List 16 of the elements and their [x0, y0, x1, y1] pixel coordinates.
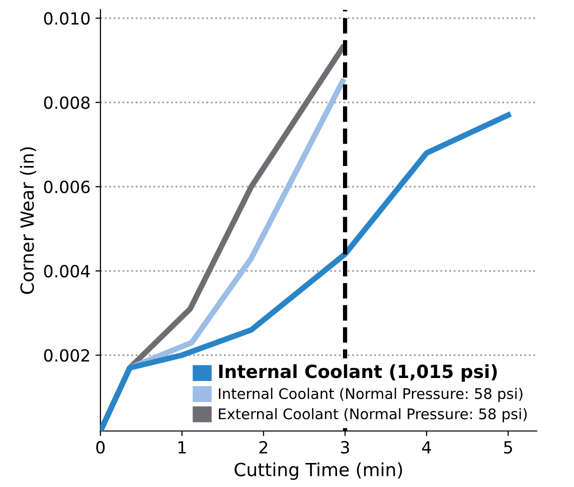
y-tick-label: 0.004: [44, 264, 90, 278]
x-tick-label: 2: [259, 441, 268, 454]
y-tick-label: 0.002: [44, 349, 90, 362]
y-tick-label: 0.006: [44, 180, 90, 194]
legend-label: External Coolant (Normal Pressure: 58 psi): [218, 408, 527, 422]
x-tick-label: 4: [422, 441, 431, 454]
y-tick-label: 0.010: [44, 12, 90, 25]
x-tick-label: 0: [96, 441, 105, 454]
x-tick-label: 5: [504, 441, 512, 454]
legend-label: Internal Coolant (1,015 psi): [219, 364, 497, 382]
legend-label: Internal Coolant (Normal Pressure: 58 psi): [218, 388, 522, 402]
x-tick-label: 1: [178, 441, 186, 454]
y-tick-label: 0.008: [44, 96, 90, 109]
x-tick-label: 3: [341, 441, 350, 454]
x-axis-title: Cutting Time (min): [234, 462, 402, 480]
y-axis-title: Corner Wear (in): [20, 147, 36, 294]
